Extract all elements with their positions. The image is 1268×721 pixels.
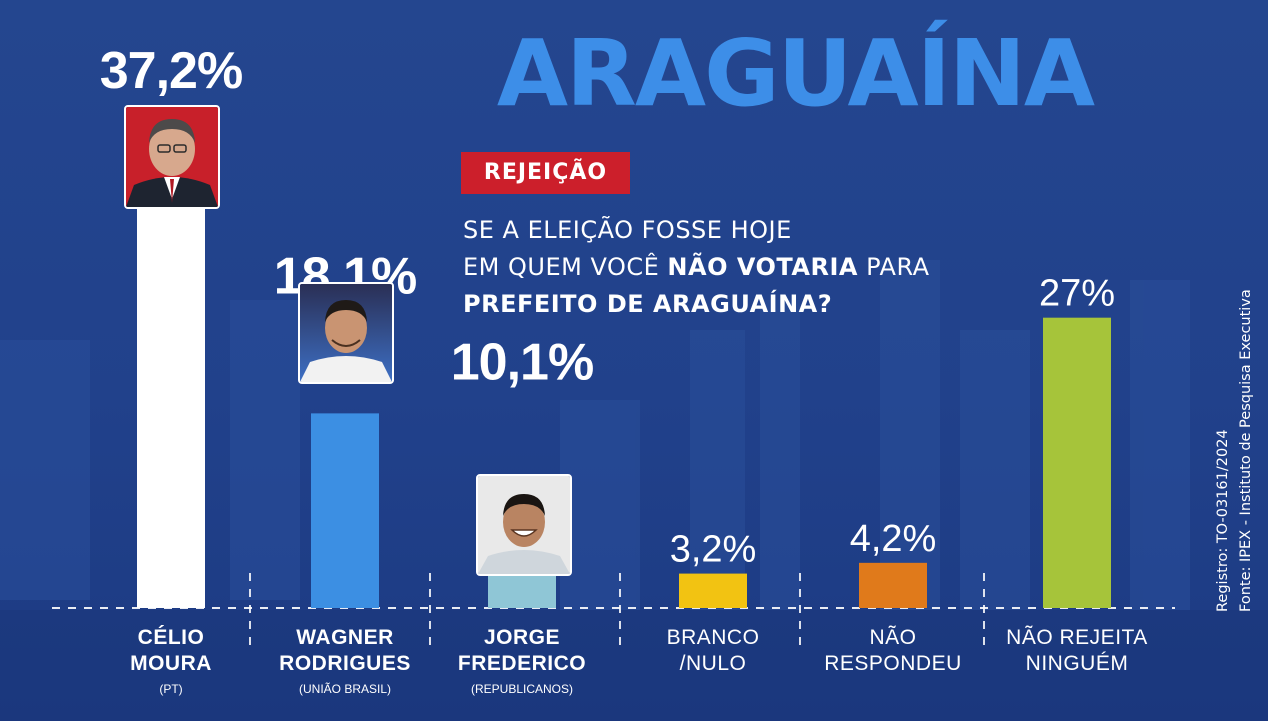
bar-5 <box>859 562 927 608</box>
bar-category-label-3-line-2: FREDERICO <box>458 652 586 675</box>
bar-category-label-2-line-1: WAGNER <box>296 626 394 649</box>
bar-category-label-6-line-1: NÃO REJEITA <box>1006 625 1148 649</box>
bar-4 <box>679 573 747 608</box>
rejeicao-badge: REJEIÇÃO <box>461 152 630 194</box>
bar-category-label-4-line-1: BRANCO <box>667 626 760 649</box>
question-line-1: SE A ELEIÇÃO FOSSE HOJE <box>463 216 792 244</box>
bar-category-label-3-line-1: JORGE <box>484 626 560 649</box>
bar-party-label-3: (REPUBLICANOS) <box>471 682 573 696</box>
question-text: SE A ELEIÇÃO FOSSE HOJE EM QUEM VOCÊ NÃO… <box>463 212 1083 323</box>
question-line-2-emphasis: NÃO VOTARIA <box>667 253 858 281</box>
bar-value-label-5: 4,2% <box>850 518 937 560</box>
bar-1 <box>137 208 205 608</box>
question-line-2-start: EM QUEM VOCÊ <box>463 253 668 281</box>
wagner-rodrigues-photo <box>298 282 394 384</box>
page-title: ARAGUAÍNA <box>496 20 1095 127</box>
bar-party-label-2: (UNIÃO BRASIL) <box>299 682 391 696</box>
bar-party-label-1: (PT) <box>159 682 182 696</box>
bar-value-label-6: 27% <box>1039 273 1115 315</box>
jorge-frederico-photo <box>476 474 572 576</box>
bar-category-label-2-line-2: RODRIGUES <box>279 652 411 675</box>
question-line-3: PREFEITO DE ARAGUAÍNA? <box>463 290 833 318</box>
bar-category-label-1-line-1: CÉLIO <box>138 626 205 649</box>
bar-value-label-4: 3,2% <box>670 529 757 571</box>
bar-value-label-3: 10,1% <box>451 333 593 391</box>
bar-category-label-4-line-2: /NULO <box>680 652 747 675</box>
bar-6 <box>1043 317 1111 608</box>
question-line-2-end: PARA <box>857 253 930 281</box>
bar-value-label-1: 37,2% <box>100 42 242 100</box>
bar-2 <box>311 413 379 608</box>
bar-category-label-1-line-2: MOURA <box>130 652 212 675</box>
bar-category-label-5-line-2: RESPONDEU <box>824 652 962 675</box>
bar-category-label-6-line-2: NINGUÉM <box>1026 652 1129 675</box>
question-line-2: EM QUEM VOCÊ NÃO VOTARIA PARA <box>463 249 1083 286</box>
bar-category-label-5-line-1: NÃO <box>869 625 916 649</box>
celio-moura-photo <box>124 105 220 209</box>
